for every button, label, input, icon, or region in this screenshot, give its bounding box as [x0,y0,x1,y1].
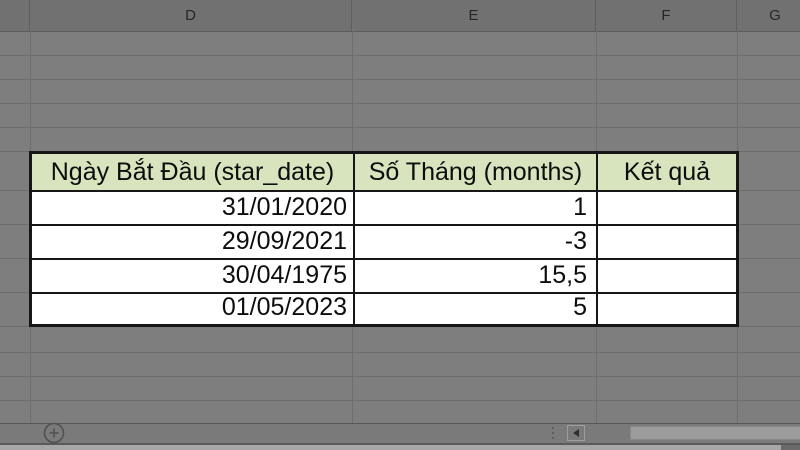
column-header-partial[interactable] [0,0,30,31]
cell-months[interactable]: 1 [353,190,596,224]
cell-start-date[interactable]: 31/01/2020 [32,190,353,224]
column-letter: E [468,7,479,24]
cell-start-date[interactable]: 01/05/2023 [32,292,353,324]
gridline [0,127,800,128]
plus-circle-icon [43,422,65,444]
column-header-F[interactable]: F [596,0,737,31]
gridline [0,352,800,353]
column-header-strip: D E F G [0,0,800,32]
left-triangle-icon [573,429,579,437]
gridline [0,400,800,401]
table-header-months[interactable]: Số Tháng (months) [353,154,596,190]
sheet-tab-bar [0,424,800,443]
column-letter: F [661,7,671,24]
gridline [0,79,800,80]
cell-result[interactable] [596,258,736,292]
scroll-left-button[interactable] [567,425,585,441]
cell-months[interactable]: 15,5 [353,258,596,292]
cell-months[interactable]: -3 [353,224,596,258]
gridline [0,55,800,56]
cell-start-date[interactable]: 29/09/2021 [32,224,353,258]
column-header-G[interactable]: G [737,0,800,31]
gridline [0,103,800,104]
cell-start-date[interactable]: 30/04/1975 [32,258,353,292]
table-header-start-date[interactable]: Ngày Bắt Đầu (star_date) [32,154,353,190]
data-table: Ngày Bắt Đầu (star_date) Số Tháng (month… [29,151,739,327]
horizontal-scrollbar-thumb[interactable] [630,426,800,440]
table-header-result[interactable]: Kết quả [596,154,736,190]
tab-scrollbar-splitter-icon[interactable] [552,427,555,439]
cell-months[interactable]: 5 [353,292,596,324]
new-sheet-button[interactable] [43,422,65,444]
cell-result[interactable] [596,292,736,324]
cell-result[interactable] [596,224,736,258]
bar-divider [0,443,800,445]
column-letter: D [185,7,196,24]
status-bar-edge [0,445,800,450]
status-bar-corner [781,445,800,450]
column-letter: G [769,7,781,24]
gridline [0,376,800,377]
cell-result[interactable] [596,190,736,224]
column-header-D[interactable]: D [30,0,352,31]
column-header-E[interactable]: E [352,0,596,31]
sheet-edge-line [0,423,800,424]
